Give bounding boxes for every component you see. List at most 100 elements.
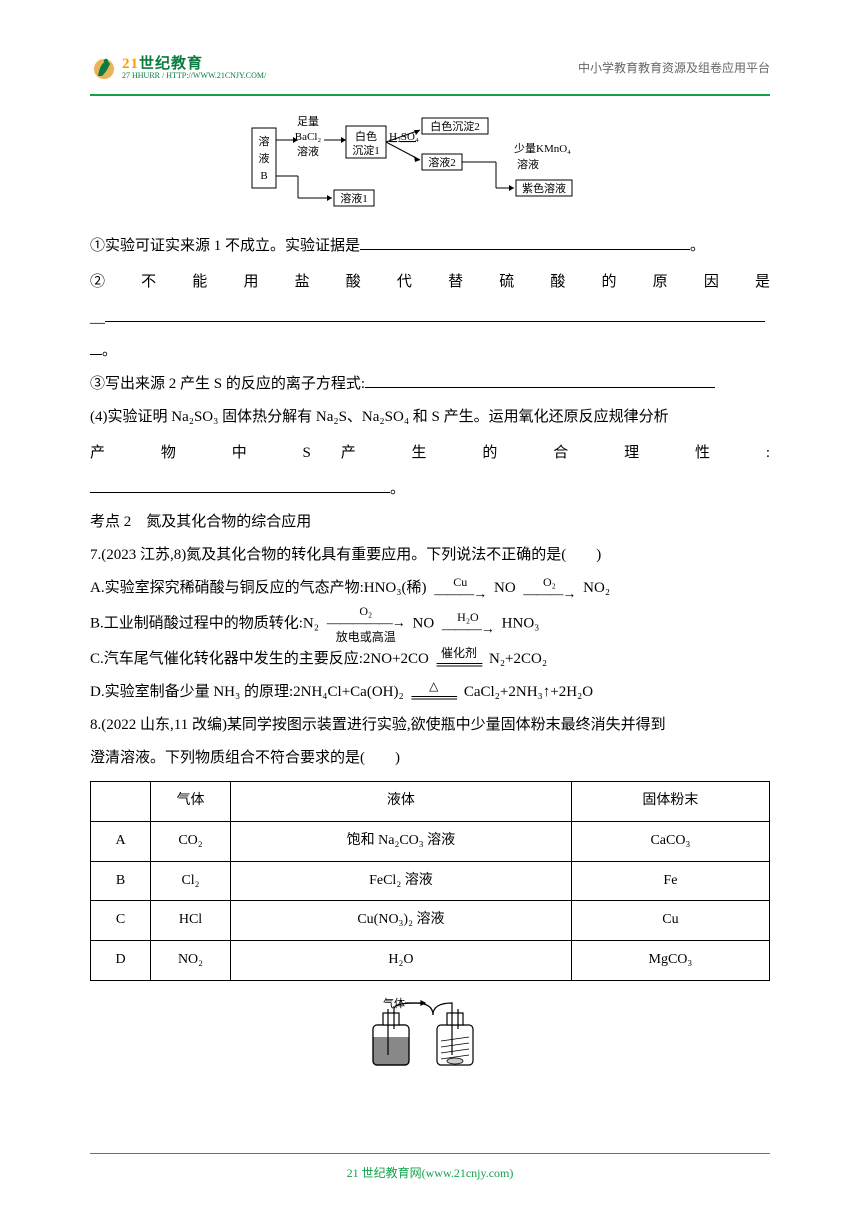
logo-num: 21: [122, 56, 139, 72]
q2-line3: 。: [90, 335, 770, 368]
blank-line: [365, 372, 715, 388]
cell: NO₂: [151, 941, 231, 981]
q4-line2: 产 物 中 S 产 生 的 合 理 性 :: [90, 434, 770, 473]
cell: Cl₂: [151, 861, 231, 901]
svg-text:白色: 白色: [355, 129, 377, 143]
optC-prod: N₂+2CO₂: [489, 651, 547, 667]
optC-pre: C.汽车尾气催化转化器中发生的主要反应:2NO+2CO: [90, 651, 429, 667]
q2-line1: ② 不 能 用 盐 酸 代 替 硫 酸 的 原 因 是: [90, 263, 770, 302]
logo-text: 21世纪教育 27 HHURR / HTTP://WWW.21CNJY.COM/: [122, 57, 266, 80]
cell: A: [91, 821, 151, 861]
arrow-line: ———→: [434, 588, 486, 602]
q2-line2: __: [90, 302, 770, 335]
flowchart-diagram: 溶 液 B 足量 BaCl₂ 溶液 白色 沉淀1 溶液1 H₂SO₄: [90, 110, 770, 220]
cell: C: [91, 901, 151, 941]
header-divider: [90, 94, 770, 96]
blank-line: [90, 339, 102, 355]
svg-text:溶: 溶: [259, 134, 270, 148]
arrow-icon: H₂O ———→: [442, 611, 494, 637]
arrow-line: ———→: [523, 588, 575, 602]
table-row: D NO₂ H₂O MgCO₃: [91, 941, 770, 981]
arrow-icon: O₂ ———→: [523, 576, 575, 602]
arrow-icon: △ ═════: [411, 680, 456, 706]
svg-text:溶液2: 溶液2: [428, 155, 456, 169]
optD-pre: D.实验室制备少量 NH₃ 的原理:2NH₄Cl+Ca(OH)₂: [90, 684, 404, 700]
cell: 饱和 Na₂CO₃ 溶液: [231, 821, 572, 861]
option-a: A.实验室探究稀硝酸与铜反应的气态产物:HNO₃(稀) Cu ———→ NO O…: [90, 572, 770, 605]
blank-line: [90, 477, 390, 493]
table-row: A CO₂ 饱和 Na₂CO₃ 溶液 CaCO₃: [91, 821, 770, 861]
cell: FeCl₂ 溶液: [231, 861, 572, 901]
cell: H₂O: [231, 941, 572, 981]
cell: Cu: [571, 901, 769, 941]
q8-line1: 8.(2022 山东,11 改编)某同学按图示装置进行实验,欲使瓶中少量固体粉末…: [90, 709, 770, 742]
footer-divider: [90, 1153, 770, 1154]
q1-end: 。: [690, 238, 705, 254]
cell: CaCO₃: [571, 821, 769, 861]
svg-text:溶液1: 溶液1: [340, 191, 368, 205]
arrow-icon: O₂ —————→ 放电或高温: [327, 605, 405, 643]
cell: CO₂: [151, 821, 231, 861]
arrow-label: △: [429, 680, 438, 692]
th-liquid: 液体: [231, 782, 572, 822]
table-row: B Cl₂ FeCl₂ 溶液 Fe: [91, 861, 770, 901]
svg-text:BaCl₂: BaCl₂: [295, 131, 322, 143]
cell: MgCO₃: [571, 941, 769, 981]
logo-url: 27 HHURR / HTTP://WWW.21CNJY.COM/: [122, 72, 266, 80]
q2-pre: __: [90, 310, 105, 326]
arrow-label: O₂: [543, 576, 556, 588]
svg-text:溶液: 溶液: [297, 144, 319, 158]
blank-line: [105, 306, 765, 322]
logo-icon: [90, 54, 118, 82]
q4-line1: (4)实验证明 Na₂SO₃ 固体热分解有 Na₂S、Na₂SO₄ 和 S 产生…: [90, 401, 770, 434]
q4-end: 。: [390, 481, 405, 497]
arrow-line: ———→: [442, 623, 494, 637]
cell: B: [91, 861, 151, 901]
arrow-label: Cu: [453, 576, 467, 588]
logo-cn: 世纪教育: [139, 56, 203, 72]
arrow-line: ═════: [411, 692, 456, 706]
logo-title: 21世纪教育: [122, 57, 266, 72]
optA-pre: A.实验室探究稀硝酸与铜反应的气态产物:HNO₃(稀): [90, 580, 426, 596]
content-body: ①实验可证实来源 1 不成立。实验证据是。 ② 不 能 用 盐 酸 代 替 硫 …: [90, 230, 770, 1075]
arrow-icon: 催化剂 ═════: [437, 647, 482, 673]
topic2: 考点 2 氮及其化合物的综合应用: [90, 506, 770, 539]
arrow-label-bot: 放电或高温: [336, 631, 396, 643]
q3-text: ③写出来源 2 产生 S 的反应的离子方程式:: [90, 376, 365, 392]
optB-hno3: HNO₃: [502, 615, 540, 631]
svg-text:H₂SO₄: H₂SO₄: [389, 131, 419, 143]
footer-text: 21 世纪教育网(www.21cnjy.com): [0, 1160, 860, 1186]
arrow-icon: Cu ———→: [434, 576, 486, 602]
cell: D: [91, 941, 151, 981]
q4-line3: 。: [90, 473, 770, 506]
th-blank: [91, 782, 151, 822]
table-row: C HCl Cu(NO₃)₂ 溶液 Cu: [91, 901, 770, 941]
q7: 7.(2023 江苏,8)氮及其化合物的转化具有重要应用。下列说法不正确的是( …: [90, 539, 770, 572]
q8-line2: 澄清溶液。下列物质组合不符合要求的是( ): [90, 742, 770, 775]
svg-text:溶液: 溶液: [517, 157, 539, 171]
page-footer: 21 世纪教育网(www.21cnjy.com): [0, 1153, 860, 1186]
page-header: 21世纪教育 27 HHURR / HTTP://WWW.21CNJY.COM/…: [90, 50, 770, 86]
blank-line: [360, 234, 690, 250]
arrow-line: ═════: [437, 659, 482, 673]
th-solid: 固体粉末: [571, 782, 769, 822]
q1-line: ①实验可证实来源 1 不成立。实验证据是 。: [90, 230, 770, 263]
optA-no2: NO₂: [583, 580, 610, 596]
optA-no: NO: [494, 580, 519, 596]
q3-line: ③写出来源 2 产生 S 的反应的离子方程式:: [90, 368, 770, 401]
apparatus-diagram: 气体: [90, 995, 770, 1075]
svg-text:B: B: [260, 170, 267, 182]
cell: HCl: [151, 901, 231, 941]
svg-text:液: 液: [259, 151, 270, 165]
option-d: D.实验室制备少量 NH₃ 的原理:2NH₄Cl+Ca(OH)₂ △ ═════…: [90, 676, 770, 709]
header-subtitle: 中小学教育教育资源及组卷应用平台: [578, 55, 770, 81]
optD-prod: CaCl₂+2NH₃↑+2H₂O: [464, 684, 593, 700]
option-b: B.工业制硝酸过程中的物质转化:N₂ O₂ —————→ 放电或高温 NO H₂…: [90, 605, 770, 643]
svg-text:白色沉淀2: 白色沉淀2: [430, 119, 480, 133]
svg-text:紫色溶液: 紫色溶液: [522, 181, 566, 195]
option-c: C.汽车尾气催化转化器中发生的主要反应:2NO+2CO 催化剂 ═════ N₂…: [90, 643, 770, 676]
svg-text:少量KMnO₄: 少量KMnO₄: [514, 142, 571, 155]
cell: Fe: [571, 861, 769, 901]
table-header-row: 气体 液体 固体粉末: [91, 782, 770, 822]
q1-text: ①实验可证实来源 1 不成立。实验证据是: [90, 238, 360, 254]
